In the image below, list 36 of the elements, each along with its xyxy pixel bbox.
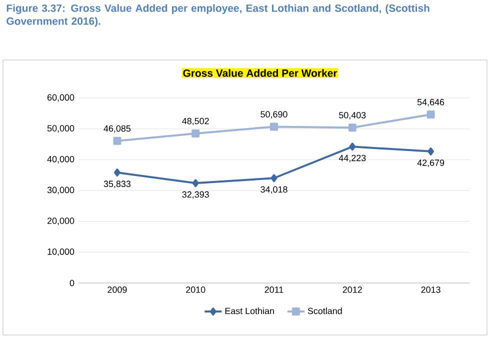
y-tick-label: 60,000 bbox=[48, 94, 74, 102]
x-tick-label: 2010 bbox=[186, 286, 206, 293]
point bbox=[349, 142, 356, 151]
y-tick-label: 40,000 bbox=[47, 156, 74, 164]
legend-label: Scotland bbox=[308, 308, 342, 314]
point bbox=[270, 174, 278, 182]
data-label: 50,690 bbox=[260, 111, 288, 119]
point bbox=[426, 110, 435, 118]
data-label: 42,679 bbox=[417, 160, 444, 167]
data-label: 32,393 bbox=[182, 191, 209, 199]
data-label: 44,223 bbox=[338, 154, 366, 162]
data-label: 46,085 bbox=[104, 125, 131, 133]
y-tick-label: 20,000 bbox=[48, 218, 74, 226]
caption: Figure 3.37: Gross Value Added per employee, East Lothian and Scotland, (Scottish Government 2016). bbox=[6, 4, 430, 27]
point bbox=[113, 136, 122, 145]
x-tick-label: 2012 bbox=[342, 286, 362, 293]
y-tick-label: 10,000 bbox=[48, 248, 74, 256]
data-label: 34,018 bbox=[260, 186, 288, 194]
point bbox=[348, 124, 356, 132]
point bbox=[192, 179, 199, 188]
point bbox=[114, 168, 120, 177]
x-tick-label: 2011 bbox=[264, 286, 284, 293]
x-tick-label: 2009 bbox=[108, 286, 127, 293]
data-label: 54,646 bbox=[417, 98, 444, 106]
data-label: 48,502 bbox=[182, 118, 209, 126]
data-label: 35,833 bbox=[104, 180, 131, 188]
data-label: 50,403 bbox=[339, 112, 366, 120]
y-tick-label: 50,000 bbox=[47, 125, 74, 133]
point bbox=[270, 122, 278, 131]
y-tick-label: 0 bbox=[70, 280, 74, 286]
point bbox=[428, 147, 434, 156]
chart-title: Gross Value Added Per Worker bbox=[183, 69, 338, 77]
y-tick-label: 30,000 bbox=[47, 186, 74, 194]
point bbox=[192, 129, 200, 138]
legend-label: East Lothian bbox=[225, 308, 274, 314]
x-tick-label: 2013 bbox=[421, 286, 440, 293]
